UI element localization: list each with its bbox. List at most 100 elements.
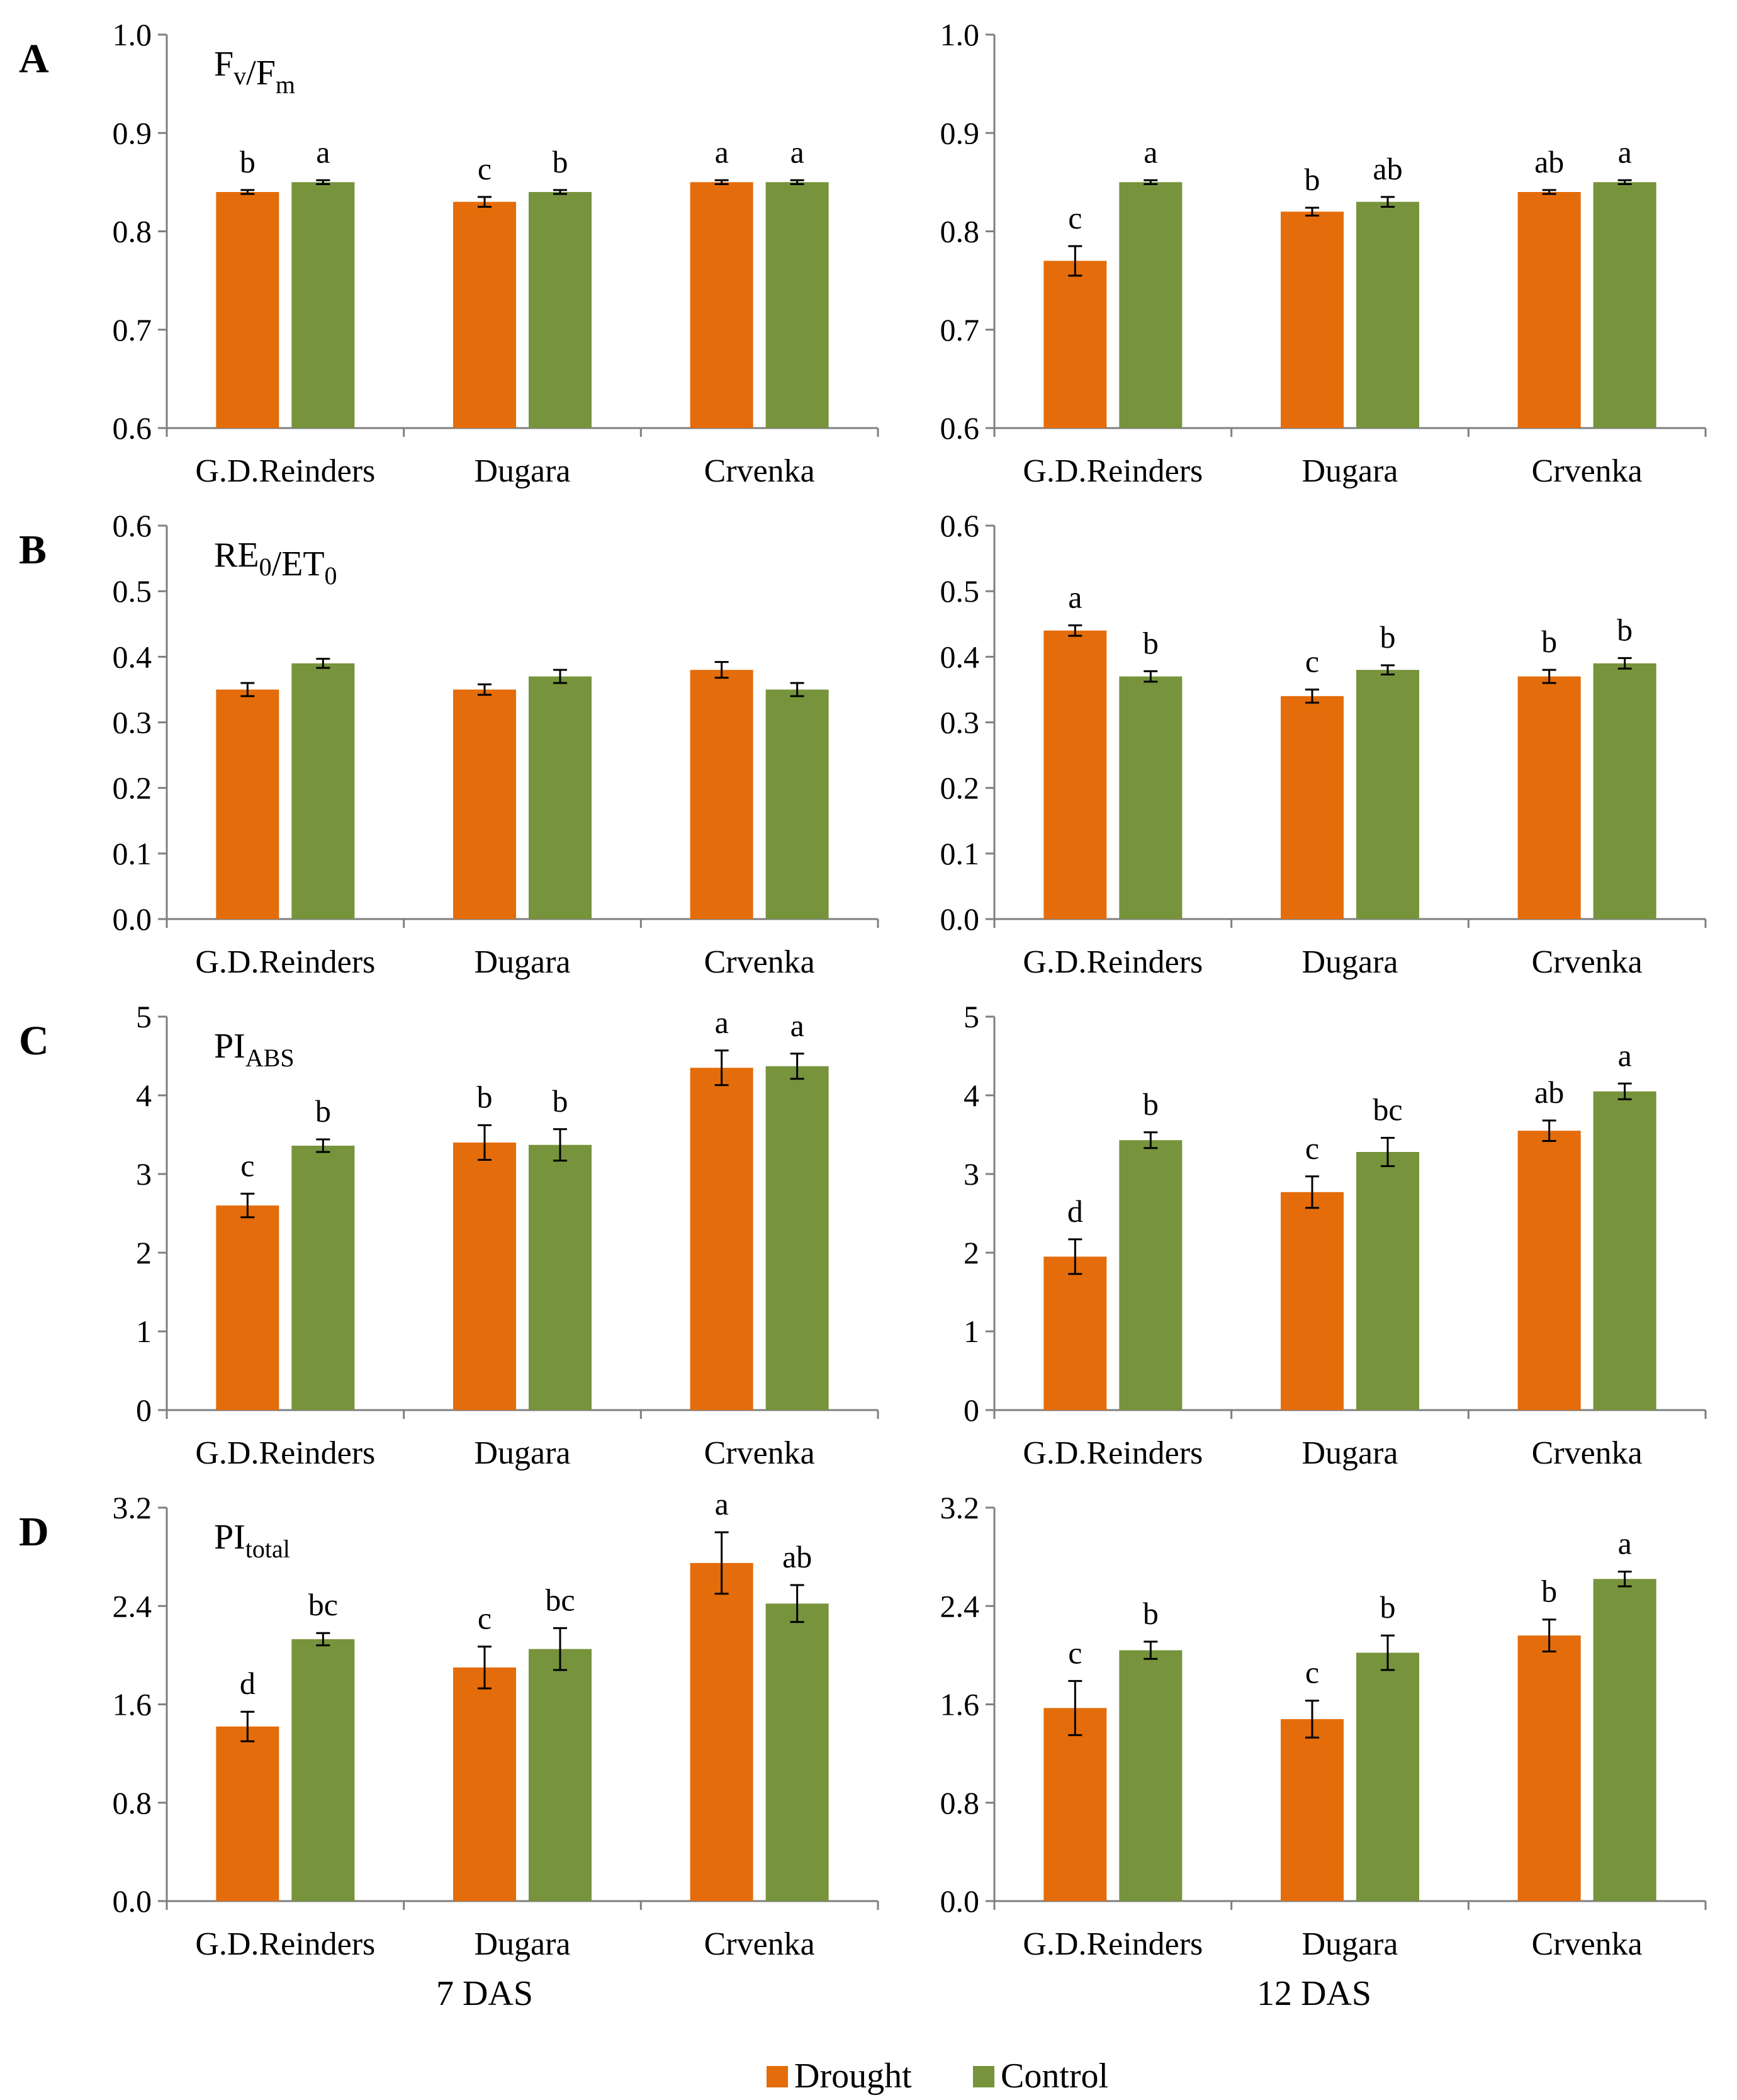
metric-part: m	[276, 71, 295, 99]
metric-title-D: PItotal	[214, 1518, 290, 1563]
category-label: Dugara	[1301, 944, 1398, 980]
category-label: Crvenka	[704, 1926, 815, 1962]
significance-letter: b	[477, 1080, 493, 1115]
significance-letter: b	[1143, 1087, 1159, 1122]
y-tick-label: 2.4	[113, 1588, 152, 1623]
y-tick-label: 4	[964, 1078, 979, 1113]
metric-part: RE	[214, 536, 259, 575]
y-tick-label: 1.0	[113, 17, 152, 52]
bar-control-dugara	[529, 1144, 592, 1410]
significance-letter: b	[1380, 1589, 1396, 1625]
y-tick-label: 0.0	[940, 1883, 980, 1919]
chart-C-7das: 0 1 2 3 4 5 G.D.Reinders c b Dugara b b Crvenka a a C PI…	[19, 999, 879, 1471]
y-tick-label: 0.0	[113, 1883, 152, 1919]
significance-letter: a	[715, 1486, 729, 1521]
category-label: Dugara	[474, 1435, 570, 1471]
bar-control-gdreinders	[1119, 182, 1183, 428]
bar-control-crvenka	[765, 1066, 829, 1410]
y-tick-label: 0.8	[940, 1785, 980, 1821]
y-tick-label: 0.2	[940, 771, 980, 806]
y-tick-label: 3	[136, 1156, 152, 1192]
significance-letter: ab	[1534, 1075, 1564, 1110]
y-tick-label: 0.6	[940, 410, 980, 446]
category-label: G.D.Reinders	[1023, 1926, 1203, 1962]
y-tick-label: 0	[136, 1392, 152, 1428]
significance-letter: b	[1541, 1574, 1557, 1609]
bar-drought-crvenka	[690, 182, 753, 428]
category-label: G.D.Reinders	[1023, 944, 1203, 980]
bar-drought-crvenka	[1517, 1635, 1581, 1901]
significance-letter: c	[1068, 200, 1082, 235]
significance-letter: a	[1618, 1526, 1632, 1561]
y-tick-label: 0.1	[940, 836, 980, 871]
y-tick-label: 0.0	[940, 901, 980, 937]
period-label-12das: 12 DAS	[1257, 1974, 1371, 2013]
y-tick-label: 0.5	[113, 573, 152, 609]
period-label-7das: 7 DAS	[436, 1974, 533, 2013]
y-tick-label: 3	[964, 1156, 979, 1192]
significance-letter: a	[715, 134, 729, 169]
bar-control-crvenka	[765, 689, 829, 919]
significance-letter: bc	[1373, 1092, 1402, 1127]
significance-letter: b	[1143, 625, 1159, 660]
y-tick-label: 1	[964, 1314, 979, 1349]
significance-letter: a	[790, 1008, 804, 1043]
y-tick-label: 0.3	[113, 705, 152, 740]
category-label: Crvenka	[1532, 1435, 1643, 1471]
bar-drought-gdreinders	[216, 1726, 279, 1901]
legend-label-control: Control	[1001, 2057, 1108, 2096]
y-tick-label: 0.4	[940, 639, 980, 674]
significance-letter: b	[1143, 1596, 1159, 1631]
significance-letter: b	[315, 1093, 331, 1129]
metric-title-A: Fv/Fm	[214, 45, 295, 99]
metric-part: PI	[214, 1518, 245, 1557]
y-tick-label: 5	[136, 999, 152, 1034]
significance-letter: bc	[545, 1582, 575, 1617]
bar-control-dugara	[529, 192, 592, 428]
bar-drought-dugara	[1281, 1192, 1344, 1410]
bar-drought-gdreinders	[1043, 261, 1107, 428]
significance-letter: b	[1380, 619, 1396, 655]
category-label: G.D.Reinders	[195, 1926, 375, 1962]
bar-control-gdreinders	[1119, 1650, 1183, 1901]
bar-control-gdreinders	[291, 182, 355, 428]
significance-letter: b	[240, 144, 256, 179]
bar-drought-dugara	[453, 1143, 516, 1410]
y-tick-label: 2	[964, 1235, 979, 1270]
panel-letter-D: D	[19, 1509, 49, 1555]
significance-letter: d	[240, 1666, 256, 1701]
significance-letter: a	[1618, 134, 1632, 169]
bar-control-dugara	[1356, 1152, 1419, 1410]
bar-control-gdreinders	[291, 663, 355, 919]
bar-control-dugara	[1356, 201, 1419, 428]
metric-title-B: RE0/ET0	[214, 536, 337, 590]
y-tick-label: 1	[136, 1314, 152, 1349]
bar-control-dugara	[529, 1649, 592, 1901]
bar-drought-gdreinders	[216, 689, 279, 919]
category-label: Dugara	[474, 944, 570, 980]
significance-letter: ab	[1373, 151, 1402, 186]
category-label: G.D.Reinders	[1023, 453, 1203, 489]
significance-letter: c	[1305, 1131, 1319, 1166]
bar-control-gdreinders	[291, 1146, 355, 1410]
bar-control-gdreinders	[291, 1639, 355, 1901]
bar-drought-dugara	[1281, 212, 1344, 428]
metric-part: PI	[214, 1027, 245, 1066]
chart-B-7das: 0.0 0.1 0.2 0.3 0.4 0.5 0.6 G.D.Reinders Dugara C…	[19, 508, 879, 980]
legend-swatch-drought	[767, 2066, 788, 2087]
chart-A-7das: 0.6 0.7 0.8 0.9 1.0 G.D.Reinders b a Dugara c b Crv…	[19, 17, 879, 489]
chart-D-12das: 0.0 0.8 1.6 2.4 3.2 G.D.Reinders c b Dugara c b Crv…	[940, 1490, 1707, 1962]
y-tick-label: 1.0	[940, 17, 980, 52]
legend-label-drought: Drought	[794, 2057, 912, 2096]
bar-control-dugara	[1356, 1652, 1419, 1901]
metric-part: 0	[259, 553, 272, 581]
bar-drought-crvenka	[1517, 192, 1581, 428]
bar-control-dugara	[1356, 670, 1419, 919]
y-tick-label: 5	[964, 999, 979, 1034]
significance-letter: c	[1305, 1655, 1319, 1690]
category-label: Dugara	[474, 1926, 570, 1962]
category-label: Crvenka	[704, 453, 815, 489]
bar-control-crvenka	[1593, 1091, 1656, 1410]
y-tick-label: 0.2	[113, 771, 152, 806]
bar-drought-dugara	[1281, 696, 1344, 919]
